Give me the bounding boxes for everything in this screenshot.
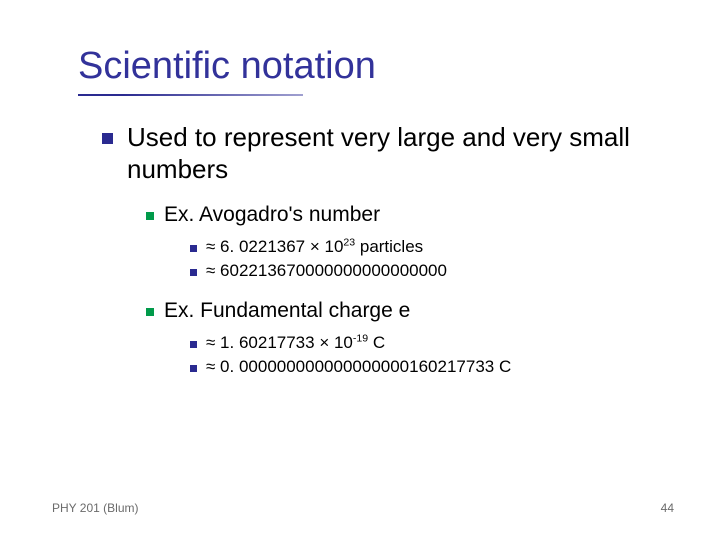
bullet-l3-avogadro-sci: ≈ 6. 0221367 × 1023 particles <box>190 237 670 257</box>
l1-text: Used to represent very large and very sm… <box>127 122 670 185</box>
bullet-l1: Used to represent very large and very sm… <box>102 122 670 185</box>
slide-title: Scientific notation <box>78 45 670 88</box>
bullet-l3-avogadro-expanded: ≈ 602213670000000000000000 <box>190 261 670 281</box>
square-bullet-icon <box>146 212 154 220</box>
bullet-l3-charge-sci: ≈ 1. 60217733 × 10-19 C <box>190 333 670 353</box>
square-bullet-icon <box>190 245 197 252</box>
l3-text: ≈ 6. 0221367 × 1023 particles <box>206 237 423 257</box>
square-bullet-icon <box>146 308 154 316</box>
footer-course: PHY 201 (Blum) <box>52 501 138 515</box>
value-prefix: ≈ 1. 60217733 × 10 <box>206 333 353 352</box>
title-wrap: Scientific notation <box>78 45 670 88</box>
l2-text: Ex. Fundamental charge e <box>164 299 410 323</box>
l3-text: ≈ 602213670000000000000000 <box>206 261 447 281</box>
square-bullet-icon <box>102 133 113 144</box>
exponent: 23 <box>343 237 355 249</box>
value-suffix: particles <box>355 237 423 256</box>
value-suffix: C <box>368 333 385 352</box>
title-underline <box>78 94 303 96</box>
footer-page-number: 44 <box>661 501 674 515</box>
l3-text: ≈ 0. 000000000000000000160217733 C <box>206 357 511 377</box>
l2-text: Ex. Avogadro's number <box>164 203 380 227</box>
square-bullet-icon <box>190 269 197 276</box>
square-bullet-icon <box>190 365 197 372</box>
bullet-l3-charge-expanded: ≈ 0. 000000000000000000160217733 C <box>190 357 670 377</box>
bullet-l2-charge: Ex. Fundamental charge e <box>146 299 670 323</box>
bullet-l2-avogadro: Ex. Avogadro's number <box>146 203 670 227</box>
content: Used to represent very large and very sm… <box>102 122 670 377</box>
slide: Scientific notation Used to represent ve… <box>0 0 720 540</box>
value-prefix: ≈ 6. 0221367 × 10 <box>206 237 343 256</box>
l3-text: ≈ 1. 60217733 × 10-19 C <box>206 333 385 353</box>
square-bullet-icon <box>190 341 197 348</box>
exponent: -19 <box>353 333 368 345</box>
